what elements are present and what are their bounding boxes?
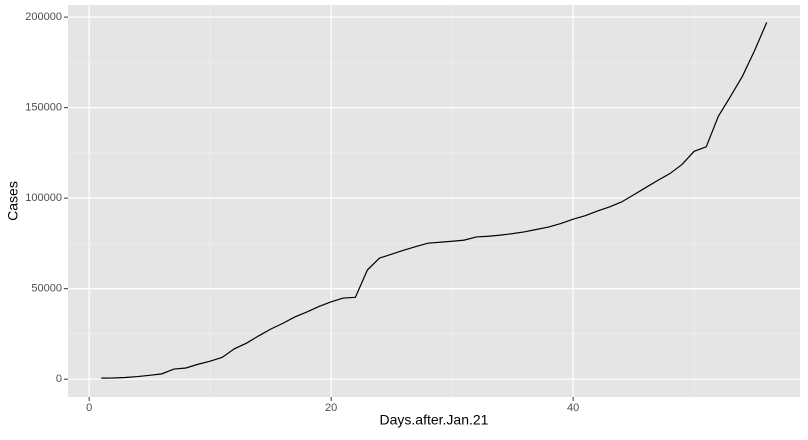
panel xyxy=(68,5,800,397)
y-tick-label: 50000 xyxy=(31,283,62,295)
y-tick-label: 0 xyxy=(56,373,62,385)
y-tick-label: 200000 xyxy=(25,11,62,23)
x-tick-label: 40 xyxy=(567,402,579,414)
y-tick-label: 100000 xyxy=(25,192,62,204)
line xyxy=(101,22,768,379)
x-tick-label: 0 xyxy=(86,402,92,414)
y-axis-title: Cases xyxy=(5,181,21,221)
x-axis-title: Days.after.Jan.21 xyxy=(380,412,489,428)
x-tick-label: 20 xyxy=(325,402,337,414)
y-tick-label: 150000 xyxy=(25,102,62,114)
